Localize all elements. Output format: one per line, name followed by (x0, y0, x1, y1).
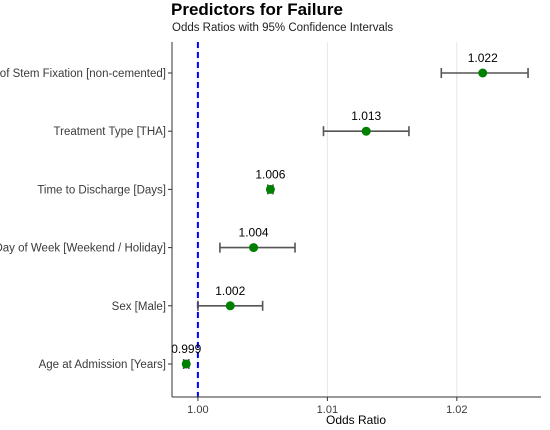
data-label-1: 1.013 (351, 109, 381, 123)
data-label-3: 1.004 (239, 226, 269, 240)
point-0 (478, 68, 488, 78)
row-5: Age at Admission [Years] 0.999 (39, 342, 202, 371)
y-tick-label-4: Sex [Male] (112, 301, 166, 313)
chart-subtitle: Odds Ratios with 95% Confidence Interval… (172, 22, 394, 34)
point-4 (225, 301, 235, 311)
data-label-5: 0.999 (171, 342, 201, 356)
rows: Type of Stem Fixation [non-cemented] 1.02… (0, 51, 529, 371)
y-tick-label-3: Day of Week [Weekend / Holiday] (0, 243, 166, 255)
point-1 (361, 126, 371, 136)
x-tick-label-0: 1.00 (187, 404, 208, 416)
y-tick-label-2: Time to Discharge [Days] (37, 184, 166, 196)
data-label-4: 1.002 (215, 284, 245, 298)
grid (197, 42, 458, 397)
point-2 (265, 184, 275, 194)
row-1: Treatment Type [THA] 1.013 (54, 109, 410, 138)
row-3: Day of Week [Weekend / Holiday] 1.004 (0, 226, 296, 255)
row-0: Type of Stem Fixation [non-cemented] 1.02… (0, 51, 529, 80)
data-label-2: 1.006 (255, 167, 285, 181)
x-axis-label: Odds Ratio (326, 413, 386, 427)
y-tick-label-0: Type of Stem Fixation [non-cemented] (0, 68, 166, 80)
x-tick-label-2: 1.02 (446, 404, 467, 416)
y-tick-label-5: Age at Admission [Years] (39, 359, 166, 371)
row-2: Time to Discharge [Days] 1.006 (37, 167, 285, 196)
chart-title: Predictors for Failure (171, 0, 343, 19)
data-label-0: 1.022 (468, 51, 498, 65)
x-tick-label-1: 1.01 (317, 404, 338, 416)
y-tick-label-1: Treatment Type [THA] (54, 126, 166, 138)
point-3 (249, 243, 259, 253)
axes: 1.00 1.01 1.02 (171, 42, 541, 416)
row-4: Sex [Male] 1.002 (112, 284, 264, 313)
point-5 (181, 359, 191, 369)
